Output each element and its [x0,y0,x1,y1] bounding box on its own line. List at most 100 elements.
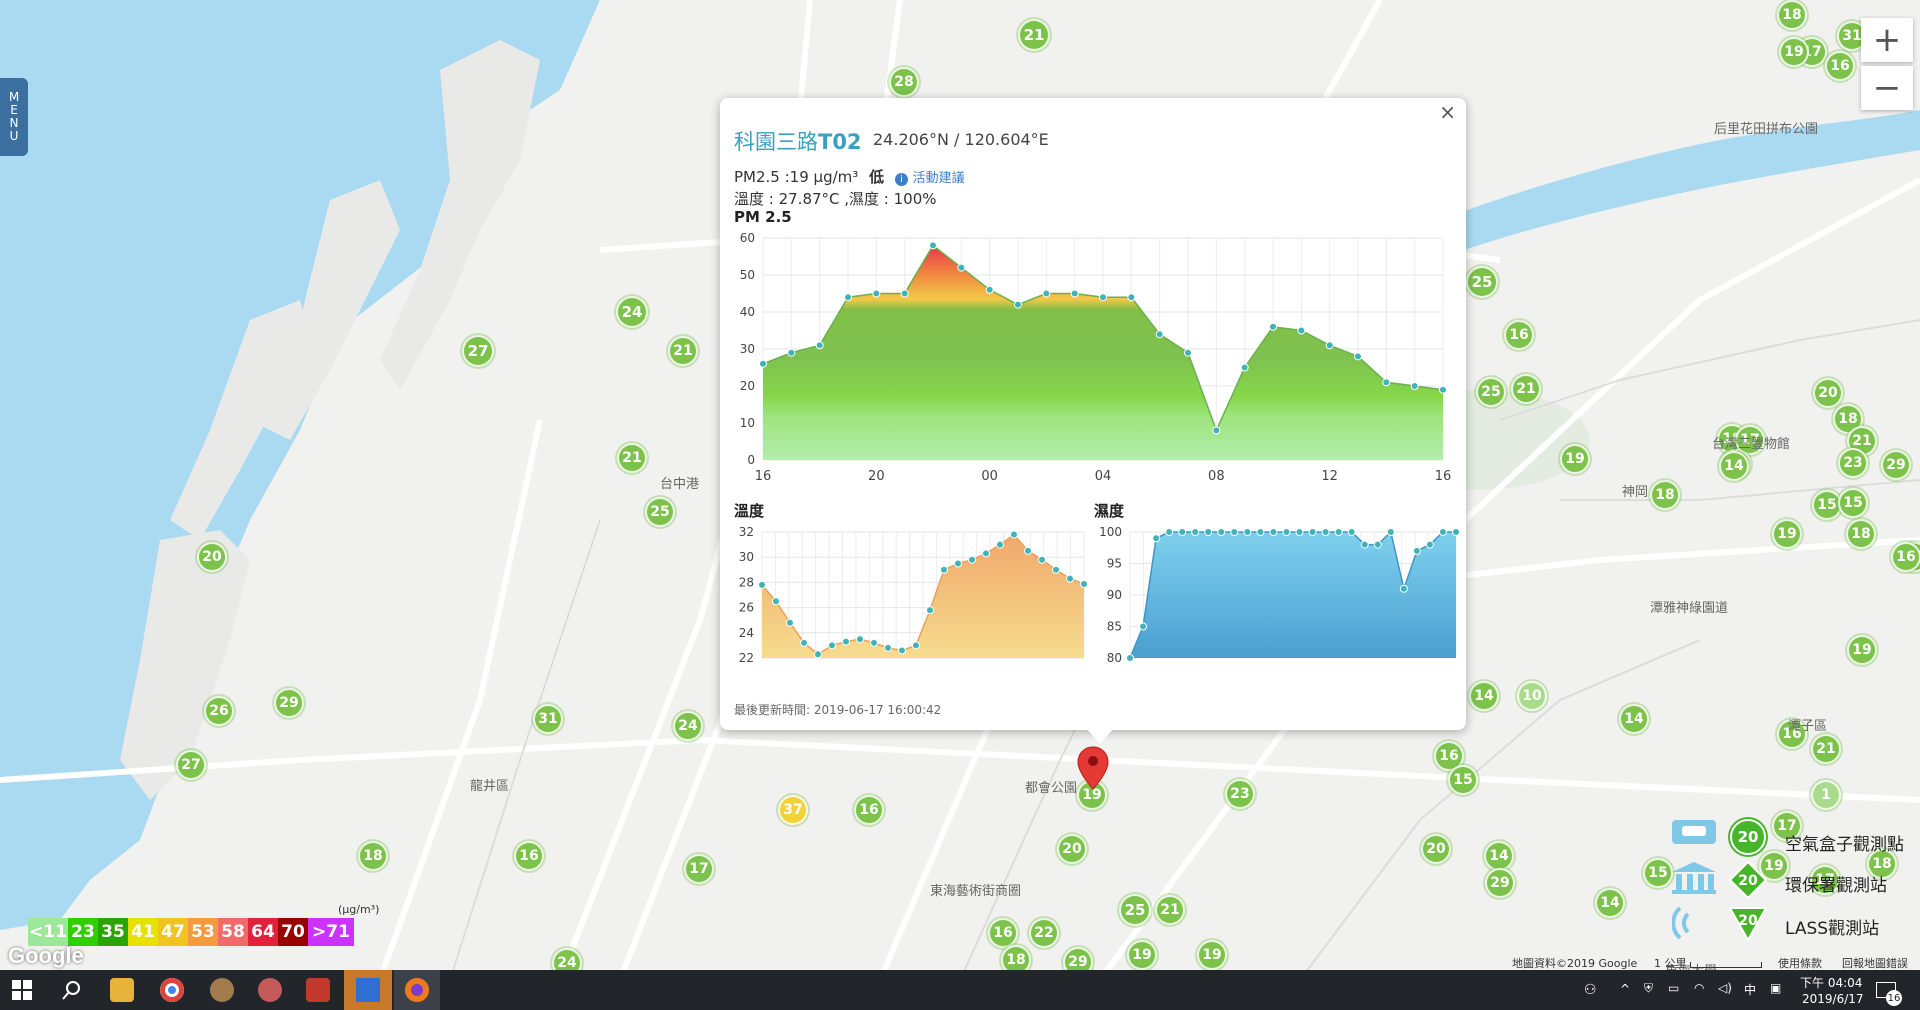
station-marker[interactable]: 21 [668,336,698,366]
station-marker[interactable]: 21 [1511,374,1541,404]
station-marker[interactable]: 25 [1466,266,1498,298]
clock-time[interactable]: 下午 04:04 [1800,976,1863,990]
windows-start-icon[interactable] [12,980,32,1000]
station-marker[interactable]: 14 [1469,681,1499,711]
chrome-icon[interactable] [160,978,184,1002]
station-marker[interactable]: 29 [1063,947,1093,970]
station-marker[interactable]: 18 [1001,945,1031,970]
station-marker[interactable]: 24 [552,948,582,970]
station-marker[interactable]: 26 [204,696,234,726]
station-marker[interactable]: 17 [1772,811,1802,841]
station-marker[interactable]: 29 [1881,450,1911,480]
firefox-tab[interactable] [394,970,440,1010]
chevron-up-icon[interactable]: ^ [1620,982,1631,996]
close-icon[interactable]: × [1439,100,1456,124]
report-map-error-link[interactable]: 回報地圖錯誤 [1842,957,1908,970]
station-marker[interactable]: 24 [673,711,703,741]
aq-legend-swatch: 53 [188,918,218,946]
input-mode-icon[interactable]: ▣ [1770,981,1782,995]
station-marker[interactable]: 15 [1643,858,1673,888]
y-tick-label: 80 [1107,651,1122,665]
station-marker[interactable]: 15 [1448,765,1478,795]
station-marker[interactable]: 20 [1813,378,1843,408]
data-point [1155,330,1164,339]
station-marker[interactable]: 10 [1517,681,1547,711]
people-icon[interactable]: ⚇ [1584,982,1597,998]
station-marker[interactable]: 23 [1838,448,1868,478]
station-marker[interactable]: 14 [1484,841,1514,871]
app-icon[interactable] [306,978,330,1002]
station-marker[interactable]: 16 [988,918,1018,948]
station-marker[interactable]: 21 [1018,19,1050,51]
station-marker[interactable]: 16 [1825,51,1855,81]
volume-icon[interactable]: ◁) [1718,981,1732,995]
station-marker[interactable]: 19 [1077,780,1107,810]
active-app-tab[interactable] [344,970,392,1010]
station-marker[interactable]: 15 [1838,488,1868,518]
station-marker[interactable]: 14 [1719,451,1749,481]
app-icon[interactable] [258,978,282,1002]
station-marker[interactable]: 14 [1619,704,1649,734]
menu-tab[interactable]: M E N U [0,78,28,156]
data-point [1256,528,1265,536]
station-marker[interactable]: 19 [1560,444,1590,474]
station-marker[interactable]: 18 [358,841,388,871]
station-marker[interactable]: 19 [1197,940,1227,970]
station-marker[interactable]: 29 [1485,868,1515,898]
station-marker[interactable]: 21 [617,443,647,473]
station-marker[interactable]: 27 [462,335,494,367]
app-icon[interactable] [210,978,234,1002]
station-marker[interactable]: 16 [1891,542,1920,572]
station-marker[interactable]: 21 [1155,895,1185,925]
station-marker[interactable]: 37 [778,795,808,825]
y-tick-label: 24 [739,626,754,640]
selected-location-pin-icon[interactable] [1076,745,1110,791]
ime-indicator[interactable]: 中 [1744,983,1757,997]
station-marker[interactable]: 19 [1759,851,1789,881]
station-marker[interactable]: 19 [1779,37,1809,67]
station-marker[interactable]: 29 [274,688,304,718]
station-marker[interactable]: 22 [1029,918,1059,948]
terms-link[interactable]: 使用條款 [1778,957,1822,970]
station-marker[interactable]: 18 [1777,0,1807,30]
file-explorer-icon[interactable] [110,978,134,1002]
station-marker[interactable]: 17 [1810,865,1840,895]
station-marker[interactable]: 25 [645,497,675,527]
activity-advice-link[interactable]: 活動建議 [912,171,965,186]
station-marker[interactable]: 14 [1595,888,1625,918]
station-marker[interactable]: 21 [1811,734,1841,764]
station-marker[interactable]: 19 [1127,940,1157,970]
station-marker[interactable]: 17 [684,854,714,884]
data-point [758,580,766,589]
station-marker[interactable]: 16 [854,795,884,825]
station-marker[interactable]: 24 [616,296,648,328]
station-marker[interactable]: 25 [1119,894,1151,926]
station-marker[interactable]: 16 [1777,719,1807,749]
station-marker[interactable]: 25 [1476,377,1506,407]
svg-text:20: 20 [1738,873,1758,889]
wifi-icon[interactable]: ◠ [1694,981,1705,995]
clock-date[interactable]: 2019/6/17 [1802,992,1864,1006]
station-marker[interactable]: 18 [1650,480,1680,510]
station-marker[interactable]: 16 [1504,320,1534,350]
station-marker[interactable]: 18 [1867,849,1897,879]
station-marker[interactable]: 27 [176,750,206,780]
security-icon[interactable]: ⛨ [1644,981,1654,995]
station-marker[interactable]: 19 [1847,635,1877,665]
station-marker[interactable]: 20 [197,542,227,572]
station-marker[interactable]: 28 [889,67,919,97]
station-marker[interactable]: 18 [1846,519,1876,549]
station-marker[interactable]: 16 [514,841,544,871]
data-point [1126,654,1134,662]
station-marker[interactable]: 31 [533,704,563,734]
data-point [1360,540,1369,549]
station-marker[interactable]: 23 [1225,779,1255,809]
station-marker[interactable]: 1 [1811,780,1841,810]
station-marker[interactable]: 20 [1421,834,1451,864]
battery-icon[interactable]: ▭ [1668,981,1680,995]
zoom-in-button[interactable]: + [1861,18,1913,62]
station-marker[interactable]: 19 [1772,519,1802,549]
zoom-out-button[interactable]: − [1861,66,1913,110]
search-icon[interactable] [62,980,82,1000]
station-marker[interactable]: 20 [1057,834,1087,864]
